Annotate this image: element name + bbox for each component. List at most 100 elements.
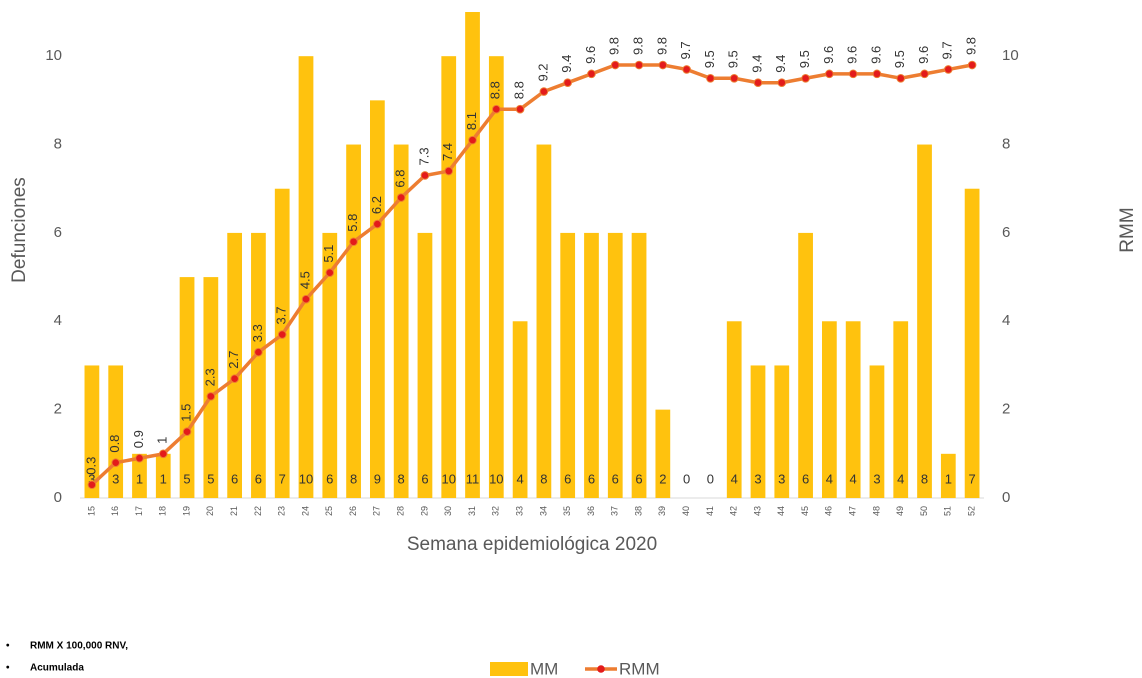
line-label: 9.6 <box>916 46 931 64</box>
line-label: 9.6 <box>845 46 860 64</box>
bar-label: 6 <box>421 471 428 486</box>
marker <box>87 480 97 490</box>
line-label: 6.8 <box>393 169 408 187</box>
y2-tick-label: 0 <box>1002 489 1010 506</box>
bar <box>393 144 409 498</box>
line-label: 3.3 <box>250 324 265 342</box>
bar-label: 3 <box>754 471 761 486</box>
bar <box>179 277 195 498</box>
x-tick-label: 43 <box>752 506 762 516</box>
line-label: 1.5 <box>178 404 193 422</box>
y2-tick-label: 10 <box>1002 47 1019 64</box>
marker <box>896 73 906 83</box>
bar-label: 2 <box>659 471 666 486</box>
marker <box>848 69 858 79</box>
x-tick-label: 18 <box>158 506 168 516</box>
bar-label: 6 <box>564 471 571 486</box>
bar-label: 7 <box>279 471 286 486</box>
bar-label: 3 <box>88 471 95 486</box>
bar <box>512 321 528 498</box>
bar-label: 1 <box>945 471 952 486</box>
marker <box>468 135 477 145</box>
y-tick-label: 4 <box>54 312 62 329</box>
x-tick-label: 20 <box>205 506 215 516</box>
bar <box>893 321 909 498</box>
x-tick-label: 50 <box>919 506 929 516</box>
line-label: 6.2 <box>369 196 384 214</box>
bar <box>274 188 290 498</box>
line-label: 8.8 <box>488 81 503 99</box>
bar <box>298 56 314 498</box>
y2-tick-label: 2 <box>1002 401 1010 418</box>
bar <box>560 232 576 498</box>
bar-label: 8 <box>921 471 928 486</box>
x-tick-label: 42 <box>729 506 739 516</box>
x-tick-label: 51 <box>943 506 953 516</box>
bar <box>798 232 813 498</box>
x-tick-label: 30 <box>443 506 453 516</box>
x-tick-label: 33 <box>514 506 524 516</box>
bar <box>655 409 671 498</box>
marker <box>254 347 263 357</box>
x-tick-label: 39 <box>657 506 667 516</box>
bullet: • <box>6 663 10 674</box>
bar-label: 11 <box>466 471 480 486</box>
y-tick-label: 10 <box>45 47 62 64</box>
marker <box>753 78 763 87</box>
bar-label: 7 <box>968 471 975 486</box>
bar <box>917 144 932 498</box>
marker <box>515 104 525 114</box>
marker <box>492 104 501 114</box>
bar <box>869 365 885 498</box>
x-tick-label: 35 <box>562 506 572 516</box>
bar <box>441 56 457 498</box>
marker <box>825 69 834 79</box>
x-tick-label: 24 <box>300 506 310 516</box>
bar-label: 6 <box>635 471 642 486</box>
bar <box>726 321 742 498</box>
marker <box>777 78 787 87</box>
bar <box>845 321 861 498</box>
x-tick-label: 48 <box>871 506 881 516</box>
bar <box>631 232 647 498</box>
bar <box>774 365 790 498</box>
legend-swatch <box>490 662 528 676</box>
line-label: 5.8 <box>345 214 360 232</box>
bar-label: 10 <box>299 471 313 486</box>
y2-axis-title: RMM <box>1117 207 1138 252</box>
x-tick-label: 19 <box>181 506 191 516</box>
bar-label: 6 <box>326 471 333 486</box>
line-label: 9.7 <box>678 41 693 59</box>
bar <box>750 365 766 498</box>
x-tick-label: 23 <box>277 506 287 516</box>
bar <box>488 56 504 498</box>
y2-tick-label: 8 <box>1002 136 1010 153</box>
bar-label: 3 <box>778 471 785 486</box>
marker <box>801 73 810 83</box>
bar <box>251 232 266 498</box>
x-tick-label: 21 <box>229 506 239 516</box>
line-label: 9.8 <box>607 37 622 55</box>
x-tick-label: 37 <box>610 506 620 516</box>
bar-label: 4 <box>731 471 738 486</box>
note: RMM X 100,000 RNV, <box>30 641 128 652</box>
line-label: 9.5 <box>892 50 907 68</box>
bar <box>536 144 552 498</box>
line-label: 9.5 <box>797 50 812 68</box>
y-tick-label: 6 <box>54 224 62 241</box>
line-label: 9.4 <box>773 55 788 73</box>
marker <box>230 374 239 384</box>
bar <box>964 188 980 498</box>
bar-label: 6 <box>231 471 238 486</box>
bar-label: 6 <box>612 471 619 486</box>
bar <box>155 453 171 498</box>
marker <box>111 458 120 467</box>
marker <box>920 69 929 79</box>
legend-marker <box>597 665 605 673</box>
x-tick-label: 17 <box>134 506 144 516</box>
bar-label: 10 <box>442 471 456 486</box>
marker <box>396 193 406 202</box>
x-tick-label: 45 <box>800 506 810 516</box>
marker <box>444 166 454 176</box>
x-axis-title: Semana epidemiológica 2020 <box>407 534 657 555</box>
